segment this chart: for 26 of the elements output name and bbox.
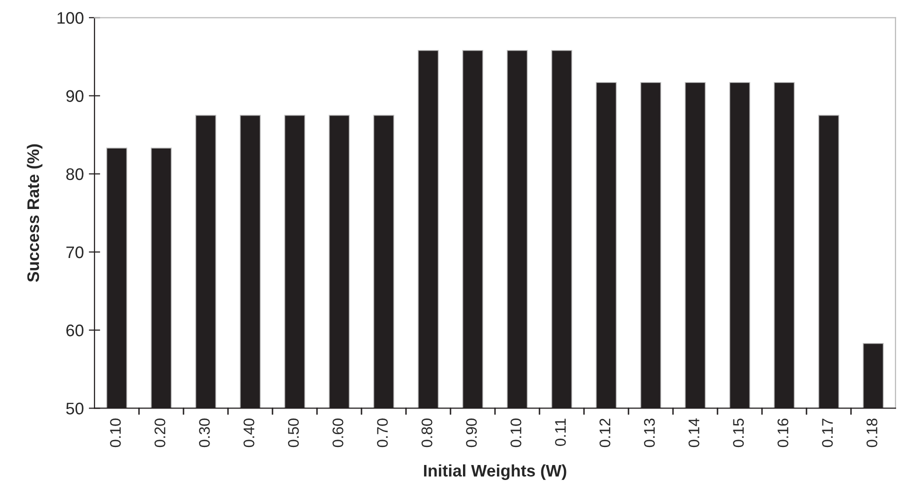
x-tick-label: 0.80 [422,418,432,448]
x-tick-label: 0.50 [288,418,299,448]
x-tick-label: 0.13 [644,418,655,448]
x-tick-label: 0.10 [110,418,121,448]
x-tick-label: 0.60 [332,418,344,448]
y-tick-label: 90 [66,90,84,102]
x-tick-label: 0.14 [688,418,700,448]
x-tick-label: 0.70 [377,418,388,448]
x-axis-title: Initial Weights (W) [424,464,566,480]
x-tick-label: 0.15 [733,418,744,448]
x-tick-label: 0.17 [822,418,833,448]
y-axis-title: Success Rate (%) [26,144,42,282]
x-tick-label: 0.16 [778,418,788,448]
x-tick-label: 0.18 [866,418,878,448]
y-tick-label: 70 [66,246,84,258]
x-tick-label: 0.11 [555,418,566,446]
x-tick-label: 0.30 [199,418,210,448]
y-tick-label: 100 [58,12,84,24]
x-tick-label: 0.10 [510,418,522,448]
x-tick-label: 0.40 [244,418,254,448]
x-tick-label: 0.90 [466,418,477,448]
y-tick-label: 50 [66,402,84,414]
y-tick-label: 60 [66,324,84,336]
y-tick-label: 80 [66,168,84,180]
x-tick-label: 0.20 [154,418,166,448]
x-tick-label: 0.12 [600,418,610,448]
